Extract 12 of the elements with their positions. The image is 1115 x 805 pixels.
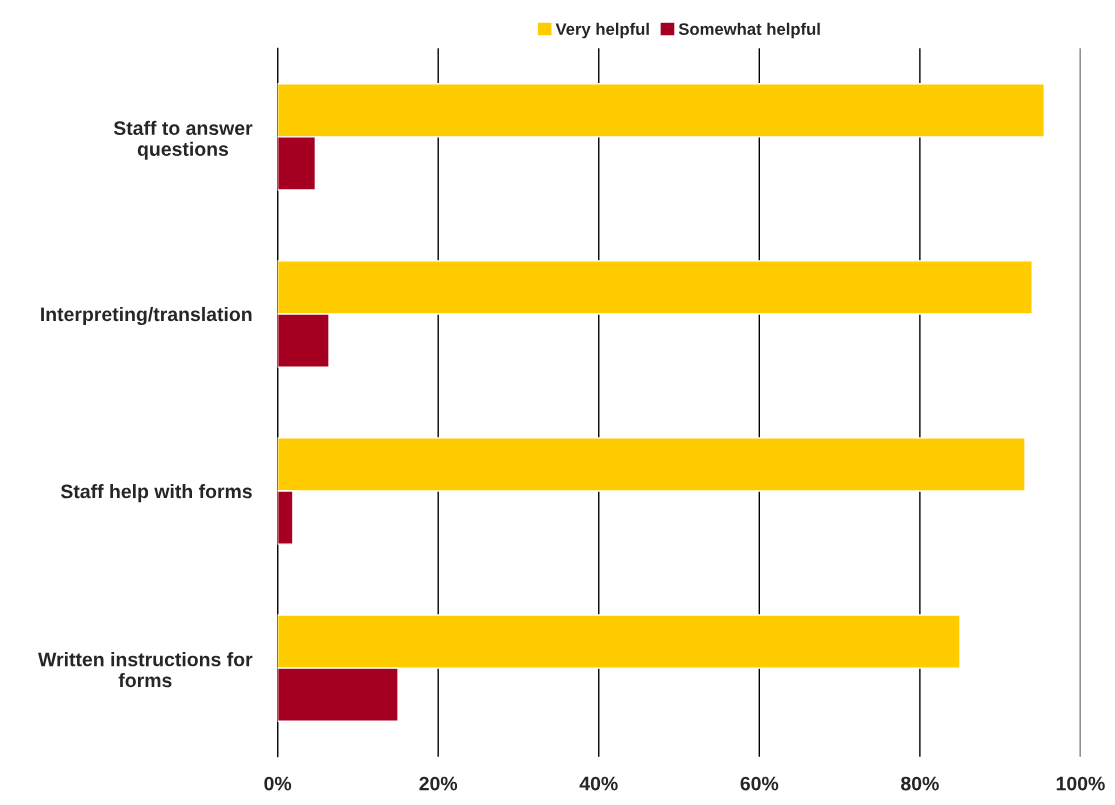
x-tick-label: 20% — [419, 776, 458, 791]
legend-label: Very helpful — [555, 22, 649, 39]
y-tick-label: Staff help with forms — [60, 484, 252, 503]
y-tick-label: Written instructions for forms — [38, 652, 253, 688]
legend-label: Somewhat helpful — [678, 22, 820, 39]
x-tick-label: 60% — [740, 776, 779, 791]
x-tick-label: 100% — [1056, 776, 1105, 791]
x-tick-label: 40% — [579, 776, 618, 791]
y-tick-label: Interpreting/translation — [41, 306, 252, 326]
x-tick-label: 0% — [264, 776, 292, 791]
x-tick-label: 80% — [901, 776, 939, 791]
y-tick-label: Staff to answer questions — [113, 120, 253, 160]
